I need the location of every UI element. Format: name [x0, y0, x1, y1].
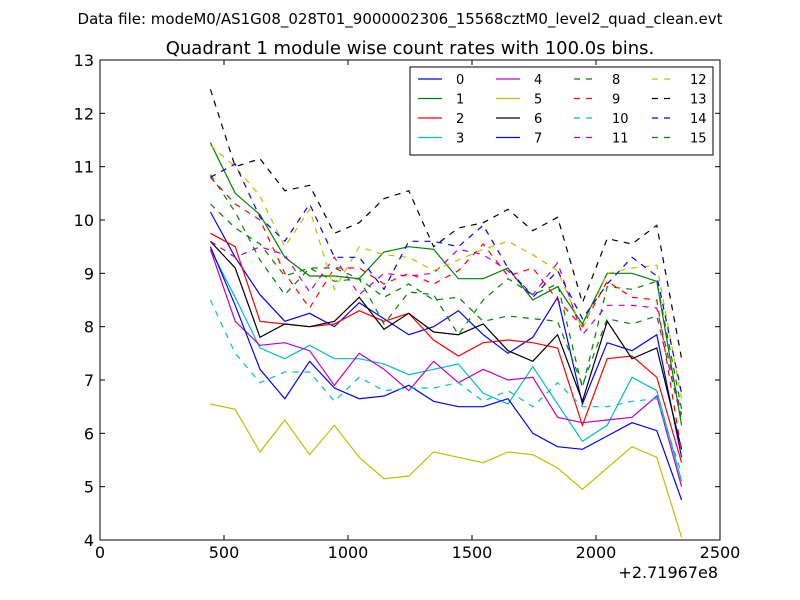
y-tick-label: 5 — [84, 478, 94, 497]
legend-label-3: 3 — [456, 132, 464, 147]
legend-label-2: 2 — [456, 112, 464, 127]
legend-label-14: 14 — [690, 112, 707, 127]
chart-title: Quadrant 1 module wise count rates with … — [166, 38, 655, 59]
series-line-8 — [209, 174, 683, 410]
series-line-5 — [210, 403, 683, 538]
y-tick-label: 13 — [74, 51, 94, 70]
legend-label-4: 4 — [534, 73, 542, 88]
y-tick-label: 12 — [74, 104, 94, 123]
legend-label-12: 12 — [690, 73, 707, 88]
series-line-7 — [209, 246, 683, 501]
legend-label-9: 9 — [612, 93, 620, 108]
legend-box — [409, 66, 714, 156]
series-line-3 — [209, 249, 683, 482]
series-line-10 — [209, 299, 683, 474]
legend-label-5: 5 — [534, 93, 542, 108]
series-line-4 — [209, 249, 683, 487]
series-line-14 — [210, 163, 683, 394]
x-tick-label: 0 — [95, 543, 105, 562]
legend-label-10: 10 — [612, 112, 629, 127]
legend-label-7: 7 — [534, 132, 542, 147]
legend-label-6: 6 — [534, 112, 542, 127]
legend-label-1: 1 — [456, 93, 464, 108]
series-line-12 — [210, 144, 683, 399]
y-tick-label: 9 — [84, 264, 94, 283]
legend-label-11: 11 — [612, 132, 629, 147]
y-tick-label: 6 — [84, 424, 94, 443]
plot-frame — [99, 59, 721, 541]
y-tick-label: 7 — [84, 371, 94, 390]
x-tick-label: 1500 — [452, 543, 493, 562]
y-tick-label: 10 — [74, 211, 94, 230]
series-line-6 — [209, 240, 683, 450]
series-line-11 — [210, 240, 683, 415]
legend-label-13: 13 — [690, 93, 707, 108]
series-line-0 — [209, 211, 683, 458]
y-tick-label: 8 — [84, 318, 94, 337]
y-tick-label: 4 — [84, 531, 94, 550]
suptitle: Data file: modeM0/AS1G08_028T01_90000023… — [78, 10, 723, 29]
x-tick-label: 2500 — [700, 543, 741, 562]
x-tick-label: 2000 — [576, 543, 617, 562]
series-line-9 — [209, 176, 683, 453]
x-offset-label: +2.71967e8 — [618, 563, 718, 582]
series-lines — [209, 89, 683, 538]
legend-label-0: 0 — [456, 73, 464, 88]
series-line-15 — [209, 203, 683, 421]
x-tick-label: 500 — [209, 543, 240, 562]
x-tick-label: 1000 — [328, 543, 369, 562]
y-tick-label: 11 — [74, 158, 94, 177]
legend-label-8: 8 — [612, 73, 620, 88]
legend-label-15: 15 — [690, 132, 707, 147]
